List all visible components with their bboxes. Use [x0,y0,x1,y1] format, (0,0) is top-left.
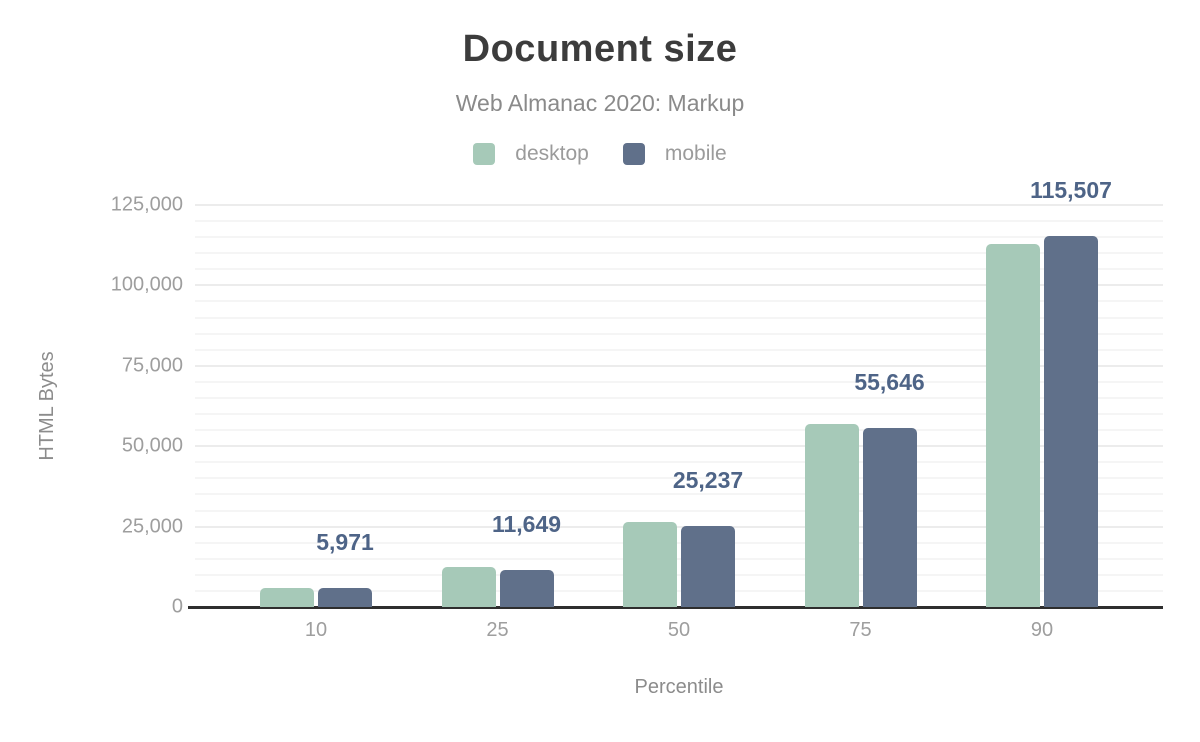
gridline [195,557,1163,560]
y-tick-label: 100,000 [110,273,183,296]
bar-desktop-p25[interactable] [441,567,496,607]
gridline [195,396,1163,399]
gridline [195,220,1163,223]
gridline [195,573,1163,576]
x-tick-label: 75 [849,619,872,641]
gridline [195,204,1163,206]
bar-mobile-p90[interactable] [1044,235,1098,607]
bar-desktop-p90[interactable] [986,243,1040,607]
gridline [195,364,1163,367]
bar-mobile-p25[interactable] [499,569,554,607]
gridline [195,300,1163,303]
value-label-p50: 25,237 [672,466,744,493]
bar-group-p50: 25,237 [623,205,743,607]
legend-swatch-desktop-icon [473,143,496,165]
x-axis-line [188,606,1163,609]
y-tick-label: 125,000 [110,193,183,216]
gridline [195,316,1163,319]
gridline [195,252,1163,255]
bar-desktop-p75[interactable] [804,423,859,607]
gridline [195,461,1163,464]
x-axis-ticks: 10 25 50 75 90 [195,619,1163,649]
bar-mobile-p50[interactable] [681,525,735,607]
x-tick-label: 50 [667,619,691,641]
gridline [195,477,1163,480]
bar-mobile-p10[interactable] [318,587,372,607]
bar-mobile-p75[interactable] [862,428,917,607]
gridline [195,525,1163,528]
value-label-p10: 5,971 [316,528,374,555]
bar-group-p75: 55,646 [804,205,925,607]
bar-group-p25: 11,649 [441,205,561,607]
legend: desktop mobile [0,142,1200,166]
chart-subtitle: Web Almanac 2020: Markup [455,90,745,116]
legend-item-desktop: desktop [473,142,589,166]
x-tick-label: 25 [486,619,509,641]
gridline [195,332,1163,335]
gridline [195,413,1163,416]
gridline [195,589,1163,592]
legend-swatch-mobile-icon [622,143,645,165]
legend-label-mobile: mobile [664,142,727,165]
x-axis-title: Percentile [634,676,724,698]
value-label-p90: 115,507 [1030,176,1112,203]
gridline [195,380,1163,383]
gridline [195,509,1163,512]
y-tick-label: 75,000 [121,354,183,377]
x-tick-label: 90 [1030,619,1054,641]
y-tick-label: 0 [171,595,183,618]
bar-group-p90: 115,507 [986,177,1112,607]
y-tick-label: 50,000 [121,434,183,457]
bar-desktop-p10[interactable] [260,587,314,607]
bar-desktop-p50[interactable] [623,522,677,607]
gridline [195,236,1163,239]
gridline [195,348,1163,351]
gridline [195,284,1163,287]
chart-title: Document size [462,28,738,70]
gridline [195,429,1163,432]
y-axis-ticks: 0 25,000 50,000 75,000 100,000 125,000 [0,194,183,618]
gridline [195,268,1163,271]
value-label-p25: 11,649 [491,510,562,537]
gridline [195,541,1163,544]
y-tick-label: 25,000 [121,515,183,538]
gridline [195,493,1163,496]
legend-label-desktop: desktop [515,142,589,165]
x-tick-label: 10 [304,619,328,641]
value-label-p75: 55,646 [854,369,925,396]
legend-item-mobile: mobile [622,142,727,166]
plot-area: 5,971 11,649 25,237 55,646 115,507 [188,177,1163,609]
bar-group-p10: 5,971 [260,205,374,607]
gridline [195,445,1163,448]
